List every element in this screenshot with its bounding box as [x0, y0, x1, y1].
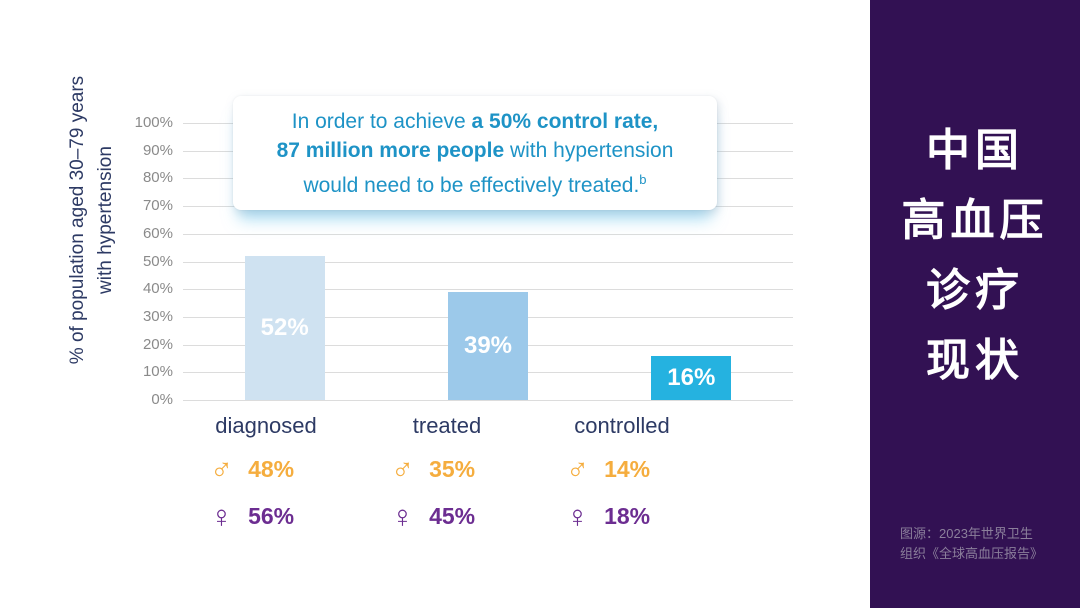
y-tick-label: 100% [134, 114, 173, 131]
y-tick-label: 90% [142, 141, 173, 159]
male-stat-row: ♂ 14% [498, 451, 718, 487]
source-note: 图源：2023年世界卫生 组织《全球高血压报告》 [900, 526, 1044, 562]
gridline [183, 261, 793, 263]
y-tick-label: 20% [142, 335, 173, 353]
male-icon: ♂ [390, 451, 415, 487]
callout-bold-text: 87 million more people [276, 138, 505, 162]
callout-text: would need to be effectively treated. [303, 173, 640, 197]
gridline [183, 289, 793, 291]
y-tick-label: 50% [142, 252, 173, 270]
category-label: treated [412, 413, 482, 438]
male-value: 48% [248, 455, 295, 482]
male-value: 14% [604, 455, 651, 482]
gridline [183, 400, 793, 401]
category-column-diagnosed: diagnosed ♂ 48% ♀ 56% [156, 412, 376, 534]
sidebar-title: 中国 高血压 诊疗 现状 [870, 111, 1080, 391]
bar-controlled: 16% [651, 355, 732, 400]
male-icon: ♂ [565, 451, 590, 487]
y-tick-label: 30% [142, 307, 173, 325]
female-icon: ♀ [565, 498, 590, 534]
y-axis-label-line2: with hypertension [95, 146, 116, 294]
y-axis-label-line1: % of population aged 30–79 years [67, 75, 88, 365]
female-icon: ♀ [390, 498, 415, 534]
callout-line-3: would need to be effectively treated.b [233, 165, 717, 200]
female-value: 56% [248, 502, 295, 529]
female-value: 45% [429, 502, 476, 529]
y-tick-label: 0% [151, 391, 173, 408]
y-tick-label: 40% [142, 280, 173, 298]
bar-diagnosed: 52% [244, 255, 325, 400]
sidebar-title-line: 现状 [926, 336, 1024, 385]
male-value: 35% [429, 455, 476, 482]
plot-area: 100% 90% 80% 70% 60% 50% 40% 30% 20% 10% 0% 52% 39% 1… [135, 114, 793, 408]
sidebar-title-line: 诊疗 [926, 266, 1024, 315]
female-stat-row: ♀ 45% [323, 498, 543, 534]
callout-text: In order to achieve [291, 109, 472, 133]
category-column-treated: treated ♂ 35% ♀ 45% [337, 412, 557, 534]
female-stat-row: ♀ 18% [498, 498, 718, 534]
category-label: diagnosed [215, 413, 317, 438]
sidebar: 中国 高血压 诊疗 现状 图源：2023年世界卫生 组织《全球高血压报告》 [870, 0, 1080, 608]
y-tick-label: 60% [142, 224, 173, 242]
callout-bold-text: a 50% control rate, [471, 109, 659, 133]
callout-box: In order to achieve a 50% control rate, … [233, 96, 717, 210]
female-icon: ♀ [209, 498, 234, 534]
callout-line-2: 87 million more people with hypertension [233, 136, 717, 165]
bar-value-label: 39% [463, 331, 513, 359]
callout-footnote-marker: b [639, 171, 647, 187]
male-stat-row: ♂ 48% [142, 451, 362, 487]
bar-value-label: 16% [667, 363, 716, 391]
y-tick-label: 80% [142, 169, 173, 187]
sidebar-title-line: 中国 [926, 126, 1024, 175]
bar-treated: 39% [448, 291, 528, 400]
gridline [183, 233, 793, 235]
y-tick-label: 10% [142, 363, 173, 381]
bar-value-label: 52% [260, 313, 309, 341]
category-label: controlled [574, 413, 670, 438]
category-columns: diagnosed ♂ 48% ♀ 56% treated ♂ 35% ♀ 45% controll… [0, 412, 870, 562]
male-stat-row: ♂ 35% [323, 451, 543, 487]
callout-text: with hypertension [504, 138, 674, 162]
y-axis-label: % of population aged 30–79 years with hy… [64, 25, 122, 415]
sidebar-title-line: 高血压 [901, 196, 1049, 245]
y-tick-label: 70% [142, 197, 173, 215]
male-icon: ♂ [209, 451, 234, 487]
callout-line-1: In order to achieve a 50% control rate, [233, 107, 717, 136]
female-stat-row: ♀ 56% [142, 498, 362, 534]
female-value: 18% [604, 502, 651, 529]
category-column-controlled: controlled ♂ 14% ♀ 18% [512, 412, 732, 534]
